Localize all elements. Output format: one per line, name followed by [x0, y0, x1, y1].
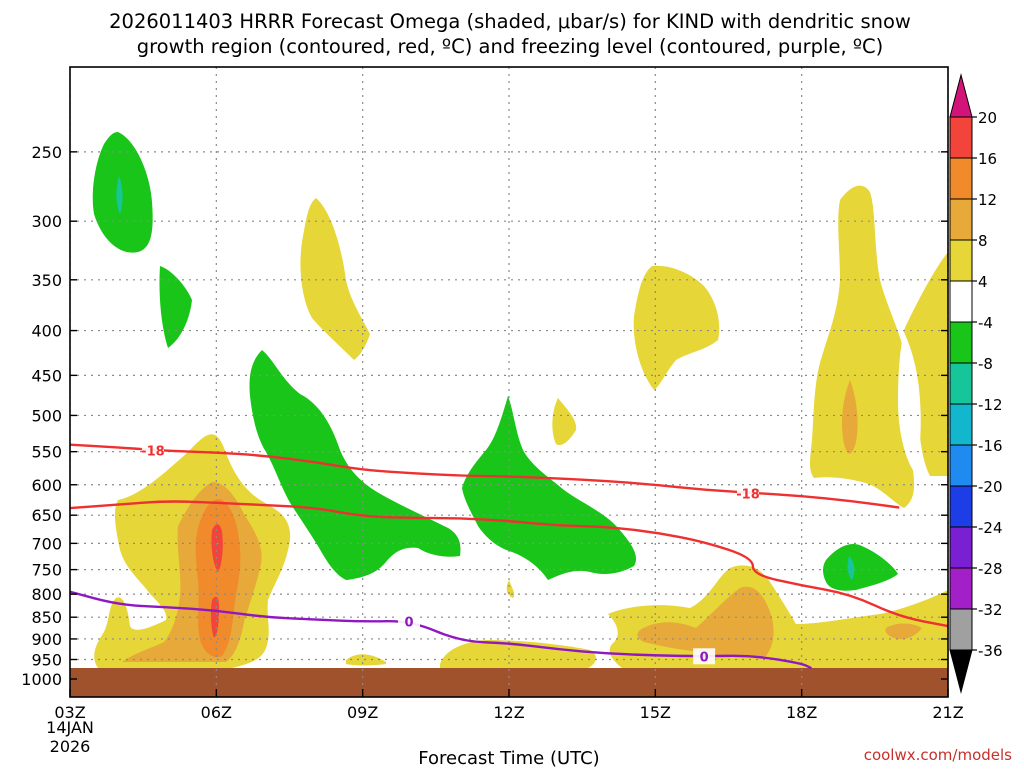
omega-region-neg-8-12: [116, 176, 123, 214]
colorbar-segment: [949, 116, 973, 159]
y-axis: 250 300 350 400 450 500 550 600 650 700 750 800 850 9…: [21, 143, 948, 689]
colorbar-segment: [949, 280, 973, 323]
colorbar-segment: [949, 567, 973, 610]
contour-dendritic_growth_-12C: [69, 500, 949, 628]
contour-lines: -18 -18 0 0: [69, 442, 949, 670]
colorbar-segment: [949, 608, 973, 651]
omega-region-16-20: [210, 596, 219, 638]
contour-label: -18: [736, 488, 760, 503]
contour-label: 0: [700, 650, 709, 665]
omega-region-neg-8-12: [847, 556, 855, 580]
y-tick-label: 400: [31, 322, 62, 341]
y-tick-label: 300: [31, 212, 62, 231]
omega-region-8-12: [885, 623, 922, 640]
colorbar-top-arrow: [949, 73, 973, 118]
colorbar-segment: [949, 485, 973, 528]
colorbar-tick-label: 4: [978, 273, 988, 291]
colorbar-tick-label: -32: [978, 601, 1003, 619]
colorbar-tick-label: 12: [978, 191, 997, 209]
colorbar-tick-label: -16: [978, 437, 1003, 455]
x-tick-label: 18Z: [786, 703, 817, 722]
omega-region-neg-4-8: [249, 350, 461, 580]
y-tick-label: 350: [31, 271, 62, 290]
y-tick-label: 250: [31, 143, 62, 162]
colorbar-segment: [949, 526, 973, 569]
y-tick-label: 500: [31, 406, 62, 425]
colorbar-segment: [949, 157, 973, 200]
colorbar-tick-label: 20: [978, 109, 997, 127]
omega-region-8-12: [842, 380, 858, 454]
colorbar-bottom-arrow: [949, 649, 973, 694]
omega-region-4-8: [552, 398, 577, 446]
x-tick-label: 03Z: [54, 703, 85, 722]
y-tick-label: 1000: [21, 670, 62, 689]
contour-label: -18: [141, 444, 165, 459]
title-line-2: growth region (contoured, red, ºC) and f…: [137, 35, 884, 58]
colorbar-tick-label: -28: [978, 560, 1003, 578]
colorbar-segment: [949, 403, 973, 446]
omega-region-16-20: [211, 524, 223, 572]
colorbar-tick-label: -12: [978, 396, 1003, 414]
x-tick-label: 09Z: [347, 703, 378, 722]
plot-area: -18 -18 0 0: [69, 66, 949, 698]
colorbar-segment: [949, 239, 973, 282]
credit-text: coolwx.com/models: [864, 746, 1012, 764]
y-tick-label: 550: [31, 443, 62, 462]
omega-region-neg-4-8: [92, 132, 153, 253]
omega-region-neutral: [898, 332, 921, 472]
omega-region-neg-4-8: [159, 266, 192, 348]
x-start-year-label: 2026: [50, 737, 91, 756]
x-axis-title: Forecast Time (UTC): [418, 748, 599, 768]
title-line-1: 2026011403 HRRR Forecast Omega (shaded, …: [109, 10, 911, 33]
y-tick-label: 800: [31, 585, 62, 604]
y-tick-label: 750: [31, 561, 62, 580]
y-tick-label: 600: [31, 476, 62, 495]
omega-region-8-12: [637, 586, 774, 658]
colorbar-segment: [949, 321, 973, 364]
colorbar-tick-label: -20: [978, 478, 1003, 496]
x-start-day-label: 14JAN: [46, 718, 94, 737]
colorbar-tick-label: 8: [978, 232, 988, 250]
x-axis: 03Z 06Z 09Z 12Z 15Z 18Z 21Z: [54, 689, 964, 722]
y-tick-label: 850: [31, 608, 62, 627]
x-tick-label: 12Z: [493, 703, 524, 722]
omega-region-neg-4-8: [823, 543, 898, 591]
y-tick-label: 650: [31, 506, 62, 525]
omega-region-neg-4-8: [462, 396, 637, 580]
omega-shading: [92, 132, 948, 668]
y-tick-label: 950: [31, 650, 62, 669]
omega-region-4-8: [810, 185, 915, 508]
colorbar-tick-label: 16: [978, 150, 997, 168]
colorbar-segment: [949, 198, 973, 241]
colorbar-tick-label: -8: [978, 355, 993, 373]
y-tick-label: 450: [31, 366, 62, 385]
x-tick-label: 15Z: [640, 703, 671, 722]
y-tick-label: 900: [31, 630, 62, 649]
contour-label-bg: [141, 442, 164, 459]
omega-region-4-8: [633, 265, 720, 390]
colorbar-tick-label: -24: [978, 519, 1003, 537]
contour-label: 0: [404, 616, 413, 631]
colorbar: 20 16 12 8 4 -4 -8 -12 -16 -20 -24 -28 -32 -36: [949, 73, 1003, 694]
contour-label-bg: [398, 613, 421, 630]
colorbar-tick-label: -4: [978, 314, 993, 332]
colorbar-tick-label: -36: [978, 642, 1003, 660]
x-tick-label: 21Z: [932, 703, 963, 722]
x-tick-label: 06Z: [201, 703, 232, 722]
omega-region-4-8: [440, 640, 596, 668]
omega-region-4-8: [300, 198, 370, 360]
y-tick-label: 700: [31, 534, 62, 553]
contour-label-bg: [737, 485, 760, 502]
colorbar-segment: [949, 362, 973, 405]
omega-region-12-16: [195, 499, 241, 658]
omega-region-4-8: [904, 252, 948, 476]
contour-label-bg: [693, 648, 716, 665]
colorbar-segment: [949, 444, 973, 487]
